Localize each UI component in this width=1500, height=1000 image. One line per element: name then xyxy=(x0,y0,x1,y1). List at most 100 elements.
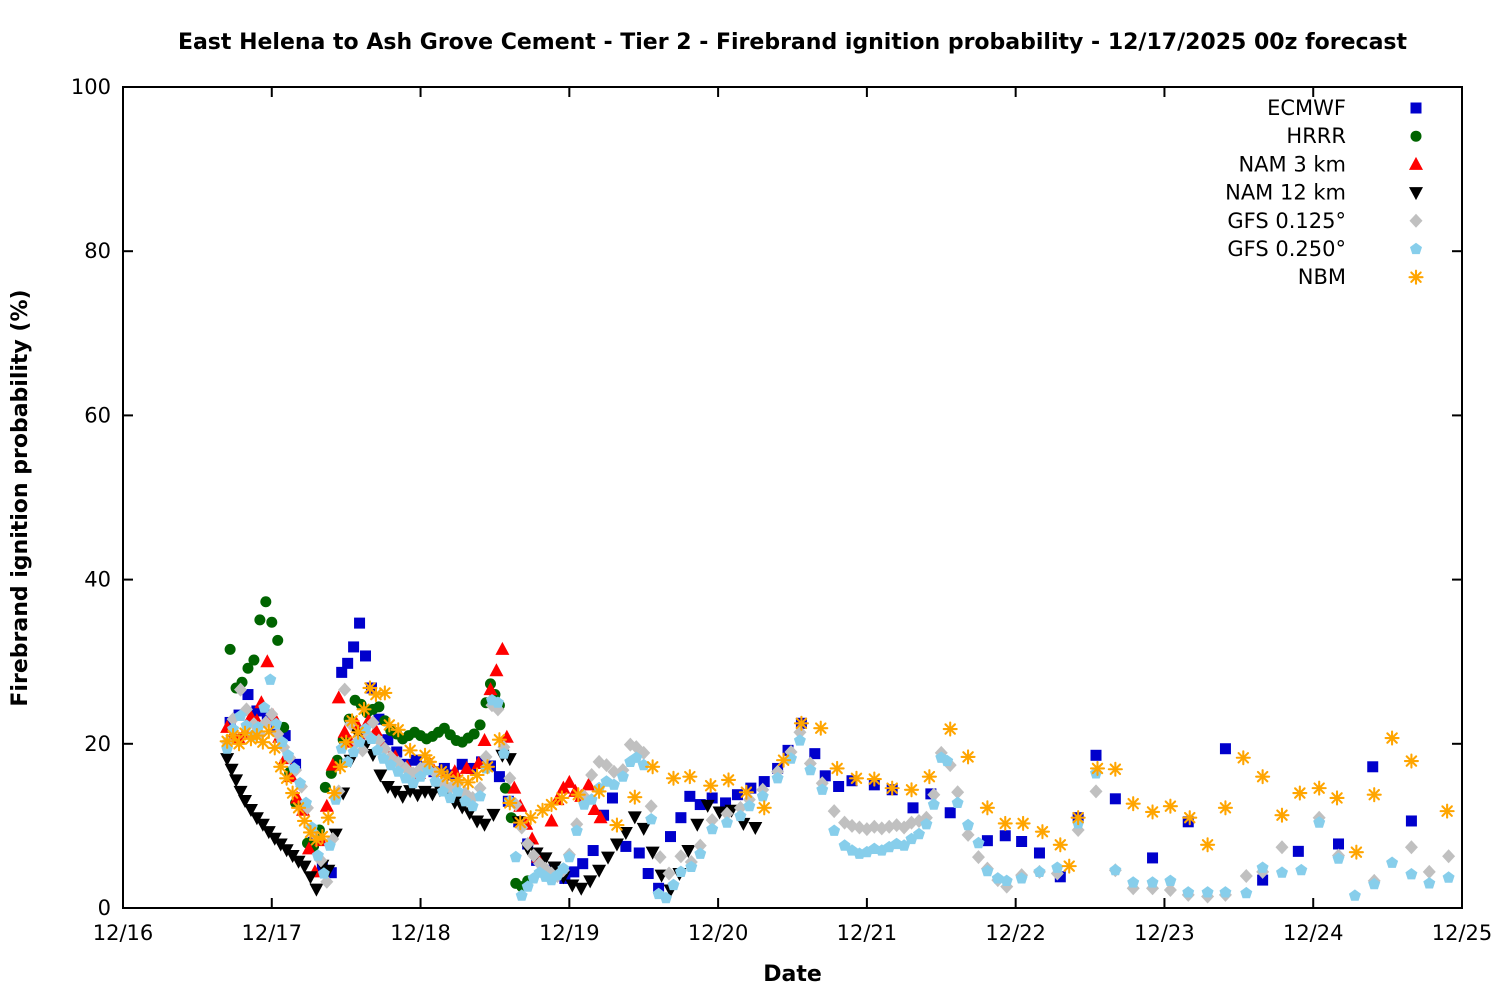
series-gfs-0-250 xyxy=(221,673,1455,904)
data-point xyxy=(1219,886,1232,898)
data-point xyxy=(690,818,705,832)
data-point xyxy=(565,879,580,893)
data-point xyxy=(598,809,610,821)
data-point xyxy=(502,795,518,811)
legend-item-nam-3-km: NAM 3 km xyxy=(1238,152,1423,176)
data-point xyxy=(439,769,455,785)
data-point xyxy=(337,724,352,738)
y-tick-label: 40 xyxy=(84,568,111,592)
legend-item-gfs-0-125: GFS 0.125° xyxy=(1227,209,1423,233)
data-point xyxy=(470,815,485,829)
data-point xyxy=(261,826,276,840)
data-point xyxy=(570,787,586,803)
data-point xyxy=(921,769,937,785)
data-point xyxy=(266,616,278,628)
data-point xyxy=(1033,865,1046,877)
data-point xyxy=(231,736,247,752)
data-point xyxy=(421,754,438,770)
data-point xyxy=(568,866,580,878)
legend-label: NAM 12 km xyxy=(1225,181,1346,205)
data-point xyxy=(403,785,418,799)
data-point xyxy=(738,784,754,800)
data-point xyxy=(285,785,301,801)
data-point xyxy=(1109,793,1121,805)
legend-item-nbm: NBM xyxy=(1298,265,1424,289)
data-point xyxy=(359,722,372,735)
data-point xyxy=(491,696,504,708)
nam-12-km-legend-marker-icon xyxy=(1409,187,1423,201)
data-point xyxy=(793,734,806,746)
data-point xyxy=(1332,852,1345,864)
data-point xyxy=(234,709,247,721)
data-point xyxy=(693,838,707,853)
data-point xyxy=(468,728,480,740)
data-point xyxy=(243,803,258,817)
data-point xyxy=(620,840,632,852)
data-point xyxy=(477,818,492,832)
data-point xyxy=(675,812,687,824)
data-point xyxy=(535,802,551,818)
x-tick-label: 12/21 xyxy=(837,921,898,945)
data-point xyxy=(1219,743,1231,755)
data-point xyxy=(616,770,629,782)
data-point xyxy=(258,701,271,713)
data-point xyxy=(392,765,405,777)
data-point xyxy=(1404,840,1418,855)
data-point xyxy=(609,838,624,852)
data-point xyxy=(255,818,270,832)
nbm-legend-marker-icon xyxy=(1408,269,1424,285)
data-point xyxy=(319,781,331,793)
data-point xyxy=(335,742,348,754)
plot-border xyxy=(122,86,1463,909)
data-point xyxy=(627,789,643,805)
data-point xyxy=(469,767,485,783)
data-point xyxy=(402,742,418,758)
data-point xyxy=(242,662,254,674)
data-point xyxy=(233,785,248,799)
data-point xyxy=(459,760,474,774)
data-point xyxy=(600,758,614,773)
data-point xyxy=(999,830,1011,842)
data-point xyxy=(1163,882,1177,897)
y-tick-label: 60 xyxy=(84,403,111,427)
data-point xyxy=(700,799,715,813)
data-point xyxy=(477,733,492,747)
data-point xyxy=(1144,804,1161,820)
data-point xyxy=(252,721,265,733)
data-point xyxy=(297,860,312,874)
ecmwf-legend-marker-icon xyxy=(1410,102,1422,114)
data-point xyxy=(373,769,388,783)
data-point xyxy=(898,839,911,851)
data-point xyxy=(942,721,958,737)
data-point xyxy=(474,719,486,731)
data-point xyxy=(961,827,975,842)
data-point xyxy=(381,717,397,733)
data-point xyxy=(1125,796,1141,812)
data-point xyxy=(920,818,933,830)
data-point xyxy=(380,780,395,794)
data-point xyxy=(1164,874,1177,886)
data-point xyxy=(260,596,272,608)
data-point xyxy=(991,872,1004,884)
data-point xyxy=(804,763,817,776)
data-point xyxy=(350,724,366,740)
data-point xyxy=(538,852,553,866)
data-point xyxy=(1182,816,1194,828)
data-point xyxy=(771,772,784,784)
data-point xyxy=(521,836,535,851)
data-point xyxy=(960,749,976,765)
data-point xyxy=(563,850,576,863)
data-point xyxy=(884,780,900,796)
data-point xyxy=(495,641,510,655)
gfs-0-125-legend-marker-icon xyxy=(1409,213,1423,228)
data-point xyxy=(903,782,920,798)
data-point xyxy=(341,755,354,767)
data-point xyxy=(1274,807,1290,823)
data-point xyxy=(1367,761,1379,773)
data-point xyxy=(1442,849,1456,864)
data-point xyxy=(827,804,841,819)
data-point xyxy=(731,789,743,801)
data-point xyxy=(1313,816,1326,828)
x-tick-label: 12/18 xyxy=(390,921,451,945)
